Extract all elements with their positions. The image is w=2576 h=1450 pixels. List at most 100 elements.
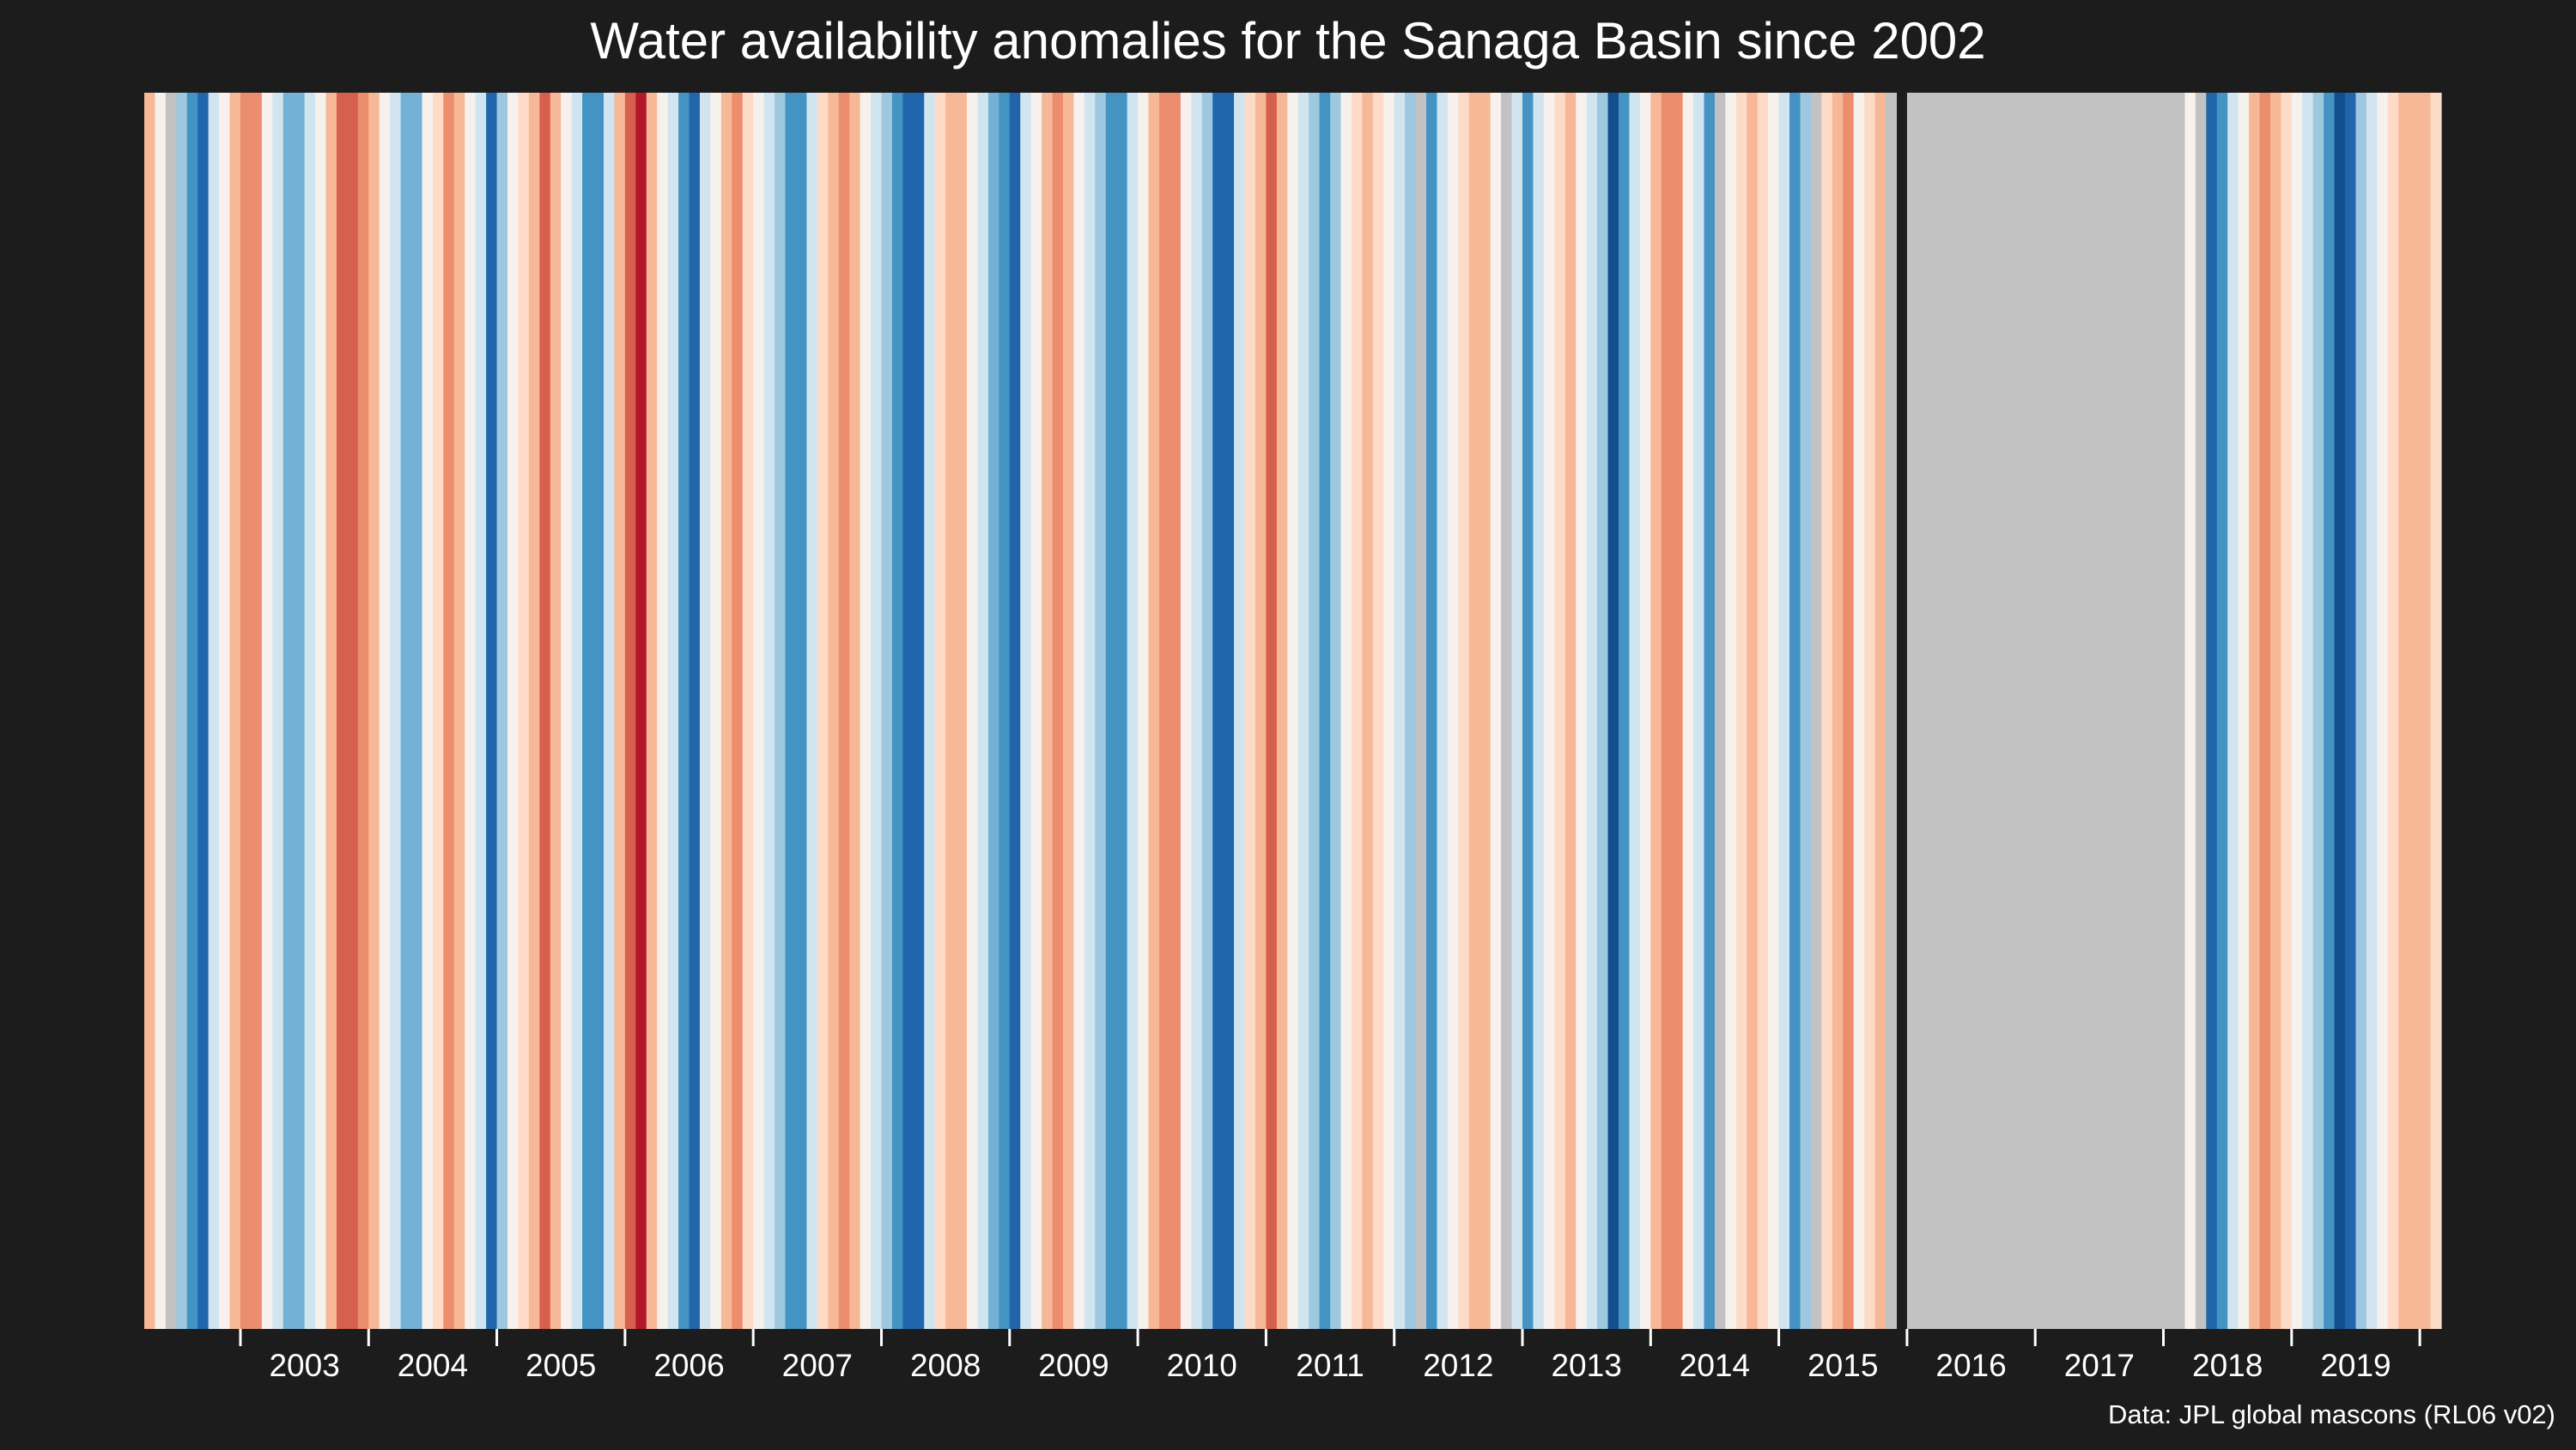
stripe-2015-01 xyxy=(1778,93,1790,1329)
stripe-2016-11 xyxy=(2014,93,2026,1329)
stripe-2015-05 xyxy=(1821,93,1833,1329)
stripe-2004-05 xyxy=(411,93,423,1329)
stripe-2008-01 xyxy=(881,93,893,1329)
stripe-2009-01 xyxy=(1009,93,1021,1329)
stripe-2007-04 xyxy=(785,93,797,1329)
stripe-2013-10 xyxy=(1618,93,1631,1329)
stripe-2007-02 xyxy=(763,93,775,1329)
stripe-2005-07 xyxy=(561,93,573,1329)
stripe-2003-01 xyxy=(240,93,252,1329)
x-tick-label-2008: 2008 xyxy=(910,1348,981,1383)
stripe-2009-08 xyxy=(1084,93,1096,1329)
stripe-2014-07 xyxy=(1714,93,1726,1329)
x-tick-label-2009: 2009 xyxy=(1038,1348,1109,1383)
stripe-2012-01 xyxy=(1394,93,1406,1329)
stripe-2003-05 xyxy=(283,93,295,1329)
stripe-2013-02 xyxy=(1533,93,1545,1329)
stripe-2013-05 xyxy=(1564,93,1577,1329)
stripe-2019-05 xyxy=(2334,93,2346,1329)
stripe-2014-03 xyxy=(1672,93,1684,1329)
stripe-2013-12 xyxy=(1639,93,1651,1329)
stripe-2010-01 xyxy=(1138,93,1150,1329)
stripe-2005-03 xyxy=(518,93,530,1329)
data-source-caption: Data: JPL global mascons (RL06 v02) xyxy=(2108,1399,2555,1429)
stripe-2019-03 xyxy=(2312,93,2324,1329)
stripe-2018-02 xyxy=(2173,93,2185,1329)
stripe-2018-01 xyxy=(2163,93,2175,1329)
stripe-2009-11 xyxy=(1116,93,1128,1329)
x-tick-label-2014: 2014 xyxy=(1680,1348,1750,1383)
stripe-2004-04 xyxy=(400,93,412,1329)
stripe-2011-03 xyxy=(1287,93,1299,1329)
stripe-2015-10 xyxy=(1874,93,1886,1329)
stripe-2018-08 xyxy=(2238,93,2250,1329)
stripe-2002-11 xyxy=(219,93,231,1329)
stripe-2014-04 xyxy=(1682,93,1694,1329)
stripe-2007-01 xyxy=(753,93,765,1329)
stripe-2017-03 xyxy=(2057,93,2069,1329)
stripe-2009-04 xyxy=(1042,93,1054,1329)
stripe-2006-10 xyxy=(720,93,732,1329)
stripe-2010-08 xyxy=(1212,93,1224,1329)
stripe-2007-06 xyxy=(806,93,818,1329)
stripe-2006-08 xyxy=(699,93,712,1329)
stripe-2015-02 xyxy=(1789,93,1801,1329)
stripe-2008-12 xyxy=(999,93,1011,1329)
stripe-2004-01 xyxy=(368,93,380,1329)
stripe-2010-09 xyxy=(1223,93,1235,1329)
stripe-2006-09 xyxy=(710,93,722,1329)
stripe-2019-02 xyxy=(2302,93,2314,1329)
stripe-2008-08 xyxy=(956,93,968,1329)
stripe-2014-12 xyxy=(1768,93,1780,1329)
x-tick-label-2015: 2015 xyxy=(1807,1348,1878,1383)
stripe-2007-09 xyxy=(838,93,850,1329)
stripe-2005-12 xyxy=(614,93,626,1329)
stripe-2014-06 xyxy=(1704,93,1716,1329)
stripe-2015-06 xyxy=(1832,93,1844,1329)
stripe-2002-12 xyxy=(229,93,241,1329)
stripe-2016-02 xyxy=(1917,93,1929,1329)
x-tick-label-2006: 2006 xyxy=(653,1348,724,1383)
stripe-2013-07 xyxy=(1586,93,1598,1329)
stripe-2008-02 xyxy=(891,93,903,1329)
stripe-2011-07 xyxy=(1330,93,1342,1329)
stripe-2012-07 xyxy=(1458,93,1470,1329)
stripe-2006-01 xyxy=(624,93,636,1329)
stripe-2012-06 xyxy=(1447,93,1459,1329)
stripe-2006-04 xyxy=(657,93,669,1329)
stripe-2015-09 xyxy=(1864,93,1876,1329)
stripe-2017-10 xyxy=(2131,93,2143,1329)
stripe-2018-10 xyxy=(2259,93,2271,1329)
stripe-2008-10 xyxy=(977,93,989,1329)
stripe-2010-03 xyxy=(1158,93,1171,1329)
stripe-2012-08 xyxy=(1468,93,1480,1329)
stripe-2002-04 xyxy=(144,93,156,1329)
stripe-2002-06 xyxy=(165,93,177,1329)
stripe-2004-08 xyxy=(443,93,455,1329)
stripe-2013-04 xyxy=(1554,93,1566,1329)
stripe-2016-08 xyxy=(1982,93,1994,1329)
stripe-2007-08 xyxy=(828,93,840,1329)
x-tick-label-2016: 2016 xyxy=(1935,1348,2006,1383)
stripe-2007-11 xyxy=(860,93,872,1329)
stripe-2004-10 xyxy=(465,93,477,1329)
stripe-2017-02 xyxy=(2045,93,2057,1329)
stripe-2014-11 xyxy=(1757,93,1769,1329)
stripe-2011-10 xyxy=(1362,93,1374,1329)
stripe-2010-11 xyxy=(1244,93,1256,1329)
stripe-2012-03 xyxy=(1415,93,1427,1329)
stripe-2019-06 xyxy=(2345,93,2357,1329)
stripe-2012-02 xyxy=(1405,93,1417,1329)
stripe-2010-10 xyxy=(1234,93,1246,1329)
stripe-2019-11 xyxy=(2398,93,2410,1329)
x-tick-label-2012: 2012 xyxy=(1423,1348,1493,1383)
stripe-2014-02 xyxy=(1661,93,1673,1329)
stripes-layer xyxy=(144,93,2442,1329)
stripe-2015-03 xyxy=(1800,93,1812,1329)
x-tick-label-2003: 2003 xyxy=(269,1348,339,1383)
stripe-2016-04 xyxy=(1939,93,1951,1329)
stripe-2015-07 xyxy=(1843,93,1855,1329)
stripe-2008-06 xyxy=(934,93,946,1329)
stripe-2006-02 xyxy=(635,93,647,1329)
